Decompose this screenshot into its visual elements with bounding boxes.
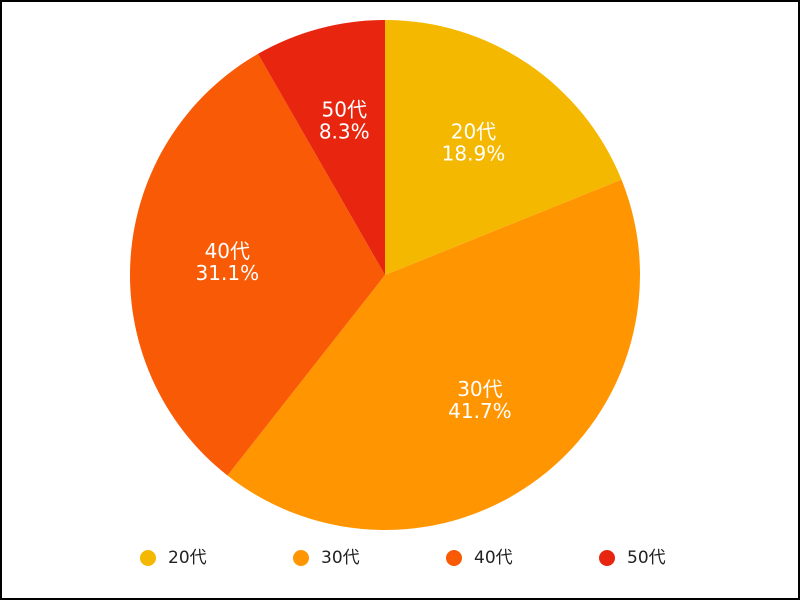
pie-slice — [227, 179, 640, 531]
legend-label: 40代 — [474, 548, 513, 568]
legend-marker — [599, 550, 615, 566]
legend-marker — [446, 550, 462, 566]
slice-value: 31.1% — [196, 261, 260, 285]
legend-label: 30代 — [321, 548, 360, 568]
slice-value: 18.9% — [442, 141, 506, 165]
legend-label: 50代 — [627, 548, 666, 568]
legend-label: 20代 — [168, 548, 207, 568]
pie-slice — [385, 20, 622, 275]
slice-category: 30代 — [457, 377, 502, 401]
pie-slice — [130, 53, 385, 476]
slice-category: 40代 — [205, 239, 250, 263]
pie-slice — [257, 20, 385, 275]
slice-category: 20代 — [451, 119, 496, 143]
slice-category: 50代 — [322, 98, 367, 122]
slice-value: 8.3% — [319, 120, 370, 144]
slice-value: 41.7% — [448, 399, 512, 423]
legend-marker — [293, 550, 309, 566]
legend-marker — [140, 550, 156, 566]
